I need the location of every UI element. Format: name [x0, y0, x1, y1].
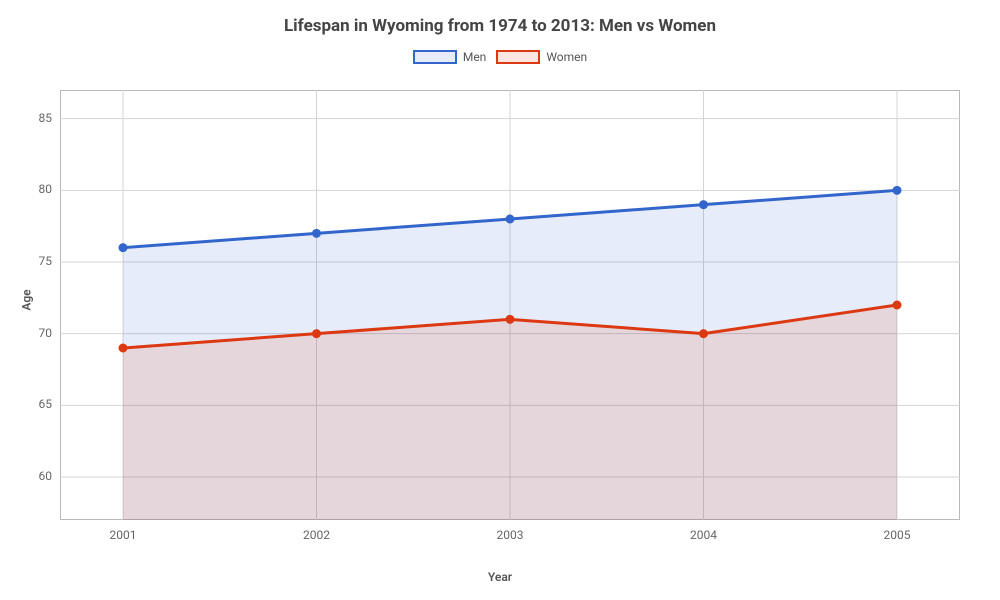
- legend-item-men[interactable]: Men: [413, 50, 486, 64]
- y-tick-label: 65: [22, 397, 52, 411]
- legend-swatch-men: [413, 50, 457, 64]
- x-tick-label: 2003: [490, 528, 530, 542]
- x-axis-title: Year: [488, 570, 512, 584]
- data-point[interactable]: [119, 344, 128, 353]
- chart-container: Lifespan in Wyoming from 1974 to 2013: M…: [0, 0, 1000, 600]
- data-point[interactable]: [699, 329, 708, 338]
- y-tick-label: 70: [22, 326, 52, 340]
- legend-item-women[interactable]: Women: [496, 50, 587, 64]
- y-tick-label: 60: [22, 469, 52, 483]
- data-point[interactable]: [506, 215, 515, 224]
- y-tick-label: 85: [22, 111, 52, 125]
- legend-label-men: Men: [463, 50, 486, 64]
- chart-title: Lifespan in Wyoming from 1974 to 2013: M…: [0, 0, 1000, 36]
- data-point[interactable]: [119, 243, 128, 252]
- x-tick-label: 2002: [297, 528, 337, 542]
- data-point[interactable]: [699, 200, 708, 209]
- legend-swatch-women: [496, 50, 540, 64]
- y-axis-title: Age: [20, 289, 34, 310]
- x-tick-label: 2004: [684, 528, 724, 542]
- x-tick-label: 2005: [877, 528, 917, 542]
- plot-area: 60657075808520012002200320042005: [60, 90, 960, 520]
- data-point[interactable]: [312, 229, 321, 238]
- data-point[interactable]: [893, 186, 902, 195]
- legend: Men Women: [0, 50, 1000, 64]
- y-tick-label: 75: [22, 254, 52, 268]
- legend-label-women: Women: [546, 50, 587, 64]
- chart-svg: [60, 90, 960, 520]
- y-tick-label: 80: [22, 182, 52, 196]
- x-tick-label: 2001: [103, 528, 143, 542]
- data-point[interactable]: [893, 301, 902, 310]
- data-point[interactable]: [312, 329, 321, 338]
- data-point[interactable]: [506, 315, 515, 324]
